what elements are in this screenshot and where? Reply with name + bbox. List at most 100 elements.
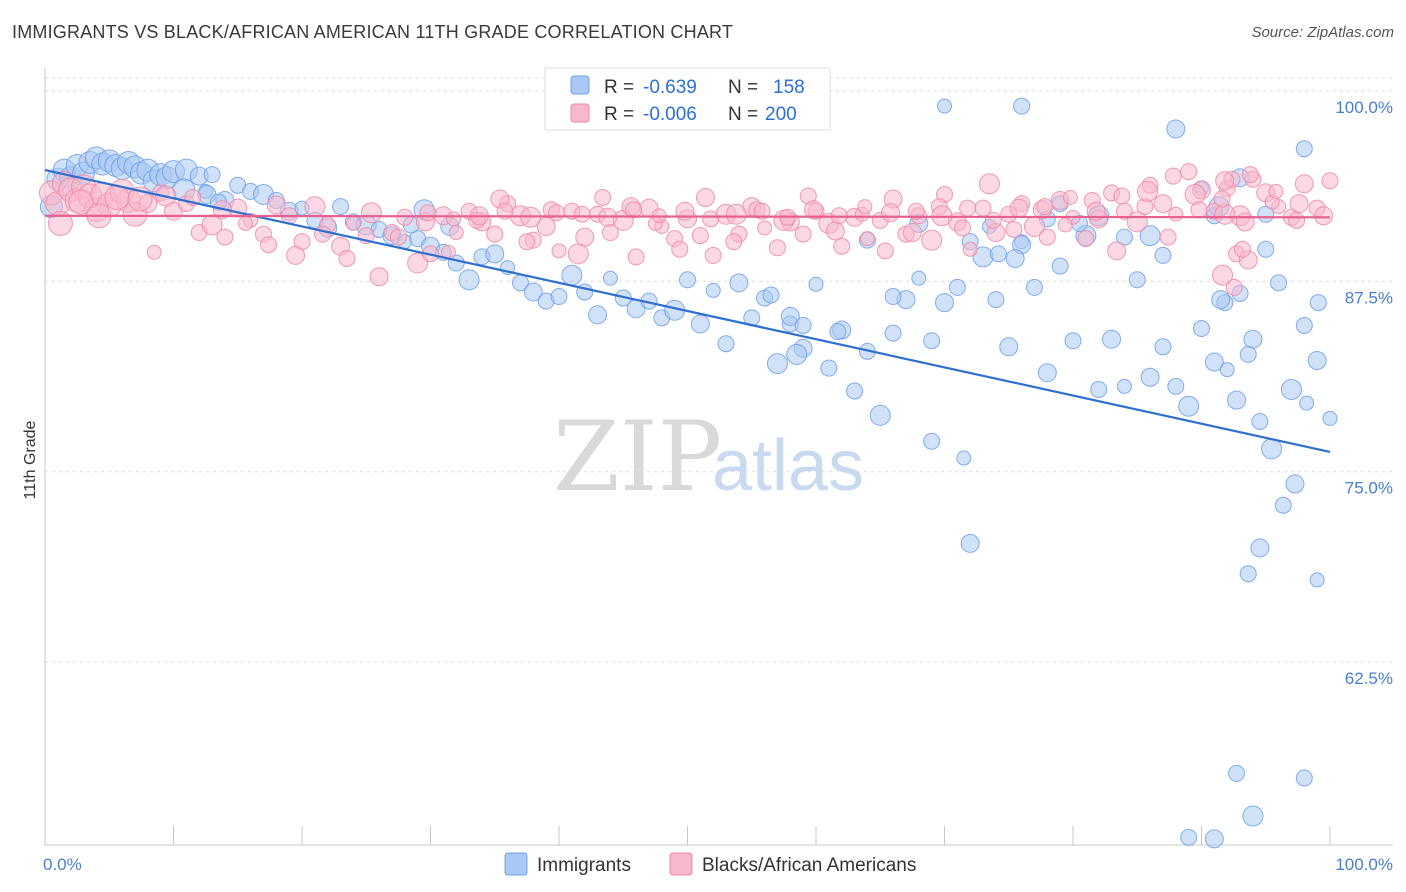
blacks-point-107 <box>1214 203 1236 225</box>
legend-frame <box>544 67 831 131</box>
watermark: ZIP atlas <box>553 401 864 513</box>
immigrants-point-142 <box>956 450 972 466</box>
immigrants-point-33 <box>332 198 350 216</box>
immigrants-point-152 <box>1250 538 1270 558</box>
blacks-point-165 <box>1289 194 1309 214</box>
blacks-point-111 <box>68 189 94 215</box>
y-tick-label-2: 75.0% <box>1345 479 1393 498</box>
immigrants-point-122 <box>762 286 780 304</box>
immigrants-point-92 <box>1090 380 1108 398</box>
blacks-point-104 <box>1294 174 1314 194</box>
blacks-point-30 <box>345 215 361 231</box>
blacks-point-159 <box>1288 211 1306 229</box>
watermark-atlas: atlas <box>712 426 864 506</box>
immigrants-point-106 <box>1270 274 1288 292</box>
blacks-point-113 <box>104 185 130 210</box>
immigrants-point-100 <box>1193 320 1210 338</box>
immigrants-point-107 <box>1280 378 1302 400</box>
blacks-point-174 <box>1062 190 1078 205</box>
immigrants-point-70 <box>808 276 824 292</box>
immigrants-point-78 <box>911 270 927 286</box>
immigrants-point-159 <box>1013 97 1031 115</box>
immigrants-point-54 <box>602 270 618 286</box>
blacks-point-180 <box>907 202 925 220</box>
blacks-point-41 <box>486 225 504 243</box>
blacks-point-20 <box>216 228 234 246</box>
immigrants-point-120 <box>780 306 800 326</box>
legend-r-label-2: R = <box>604 104 634 125</box>
immigrants-point-149 <box>1211 290 1231 310</box>
blacks-point-172 <box>1113 187 1131 205</box>
immigrants-point-71 <box>820 359 838 377</box>
immigrants-point-64 <box>729 273 749 293</box>
blacks-point-168 <box>1215 171 1235 191</box>
immigrants-point-76 <box>884 324 902 342</box>
blacks-point-123 <box>360 202 382 224</box>
immigrants-point-138 <box>1295 140 1313 158</box>
immigrants-point-23 <box>203 166 221 184</box>
immigrants-point-50 <box>550 288 568 306</box>
blacks-point-198 <box>446 211 462 227</box>
immigrants-point-43 <box>458 269 480 291</box>
y-axis-label: 11th Grade <box>22 420 39 499</box>
immigrants-point-45 <box>485 244 505 264</box>
blacks-point-131 <box>567 243 589 265</box>
immigrants-point-140 <box>923 432 941 450</box>
blacks-point-175 <box>1036 198 1054 216</box>
legend-n-label-1: N = <box>728 77 758 98</box>
blacks-point-124 <box>389 228 407 246</box>
blacks-point-187 <box>725 203 747 225</box>
y-tick-label-3: 62.5% <box>1345 669 1393 688</box>
immigrants-point-144 <box>1005 248 1025 268</box>
blacks-point-35 <box>407 252 429 274</box>
blacks-point-146 <box>953 219 971 237</box>
blacks-point-160 <box>1314 206 1334 226</box>
blacks-point-196 <box>496 202 514 220</box>
immigrants-point-96 <box>1140 367 1160 387</box>
immigrants-point-114 <box>1251 412 1269 430</box>
blacks-point-199 <box>419 204 437 222</box>
immigrants-point-93 <box>1102 329 1122 349</box>
blacks-point-38 <box>448 225 464 241</box>
immigrants-point-105 <box>1257 240 1275 258</box>
blacks-point-150 <box>1057 217 1073 233</box>
immigrants-point-81 <box>948 278 966 296</box>
immigrants-point-150 <box>1309 572 1325 588</box>
chart-title: IMMIGRANTS VS BLACK/AFRICAN AMERICAN 11T… <box>12 22 734 42</box>
immigrants-point-124 <box>829 323 847 341</box>
source-label: Source: ZipAtlas.com <box>1251 24 1394 41</box>
immigrants-point-73 <box>846 382 864 400</box>
immigrants-point-132 <box>1115 228 1133 246</box>
blacks-trend-line <box>44 214 1331 219</box>
immigrants-point-95 <box>1128 271 1146 289</box>
immigrants-point-133 <box>1166 119 1186 139</box>
immigrants-point-118 <box>1299 395 1315 411</box>
immigrants-point-79 <box>923 332 941 350</box>
bottom-legend: Immigrants Blacks/African Americans <box>504 852 916 876</box>
blacks-point-171 <box>1137 180 1159 202</box>
immigrants-point-60 <box>679 271 696 289</box>
immigrants-point-148 <box>1154 246 1172 264</box>
immigrants-point-53 <box>588 305 608 325</box>
immigrants-point-87 <box>1025 278 1043 296</box>
blacks-point-178 <box>959 199 977 217</box>
blacks-point-118 <box>237 215 253 231</box>
immigrants-point-102 <box>1219 362 1235 378</box>
immigrants-point-127 <box>989 245 1007 263</box>
immigrants-point-158 <box>937 98 952 114</box>
immigrants-point-48 <box>523 282 543 302</box>
immigrants-point-121 <box>794 316 812 334</box>
blacks-point-57 <box>691 227 709 245</box>
blacks-point-93 <box>1153 194 1173 214</box>
y-tick-label-0: 100.0% <box>1335 98 1393 117</box>
blacks-point-182 <box>857 199 873 215</box>
immigrants-point-117 <box>1285 474 1305 494</box>
blacks-point-135 <box>671 240 689 258</box>
blacks-point-141 <box>825 221 845 241</box>
immigrants-point-94 <box>1116 378 1132 394</box>
blacks-point-136 <box>695 188 715 207</box>
immigrants-point-115 <box>1261 438 1283 460</box>
legend-r-label-1: R = <box>604 77 634 98</box>
immigrants-point-99 <box>1178 395 1200 417</box>
